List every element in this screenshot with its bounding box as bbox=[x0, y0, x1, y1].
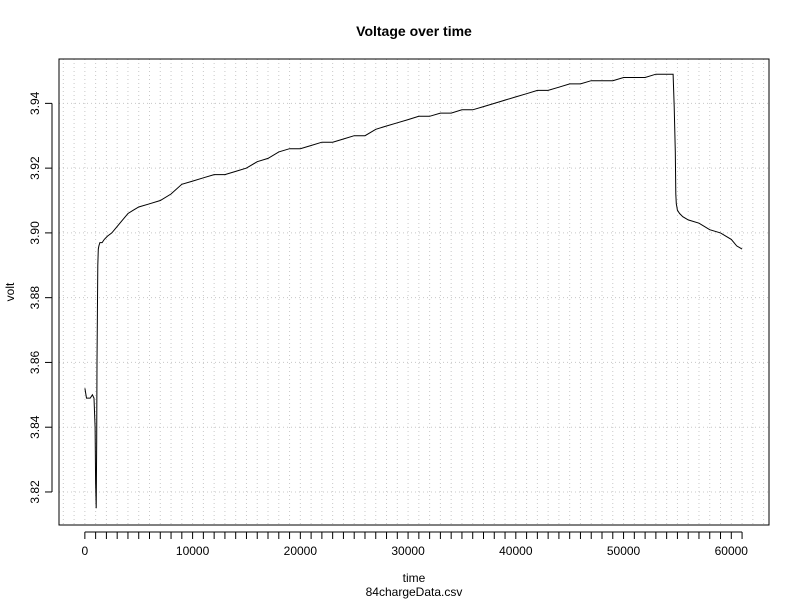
x-tick-label: 0 bbox=[82, 544, 89, 558]
y-axis: 3.82 3.84 3.86 3.88 3.90 3.92 3.94 bbox=[28, 91, 53, 504]
x-axis: 0 10000 20000 30000 40000 50000 60000 bbox=[82, 531, 749, 558]
y-tick-label: 3.82 bbox=[28, 480, 42, 504]
y-tick-label: 3.92 bbox=[28, 156, 42, 180]
y-axis-label: volt bbox=[3, 282, 17, 301]
y-tick-label: 3.94 bbox=[28, 91, 42, 115]
x-tick-label: 40000 bbox=[499, 544, 533, 558]
x-tick-label: 50000 bbox=[607, 544, 641, 558]
chart-title: Voltage over time bbox=[356, 23, 472, 39]
y-tick-label: 3.86 bbox=[28, 350, 42, 374]
plot-frame bbox=[58, 58, 770, 526]
x-tick-label: 30000 bbox=[391, 544, 425, 558]
x-tick-label: 10000 bbox=[176, 544, 210, 558]
x-axis-label: time bbox=[403, 571, 426, 585]
series-line bbox=[84, 73, 743, 509]
y-tick-label: 3.90 bbox=[28, 221, 42, 245]
chart-subtitle: 84chargeData.csv bbox=[366, 585, 463, 599]
x-tick-label: 20000 bbox=[284, 544, 318, 558]
y-tick-label: 3.84 bbox=[28, 415, 42, 439]
grid bbox=[59, 59, 769, 525]
series-layer bbox=[84, 73, 743, 509]
y-tick-label: 3.88 bbox=[28, 286, 42, 310]
x-tick-label: 60000 bbox=[715, 544, 749, 558]
